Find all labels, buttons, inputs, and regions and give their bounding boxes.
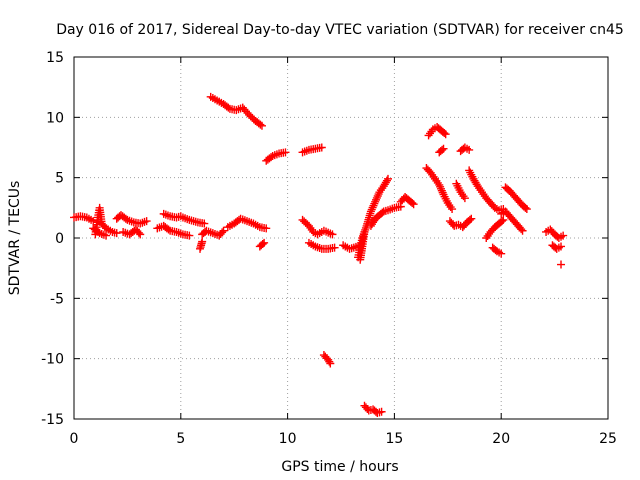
data-point — [134, 228, 143, 237]
x-tick-labels: 0 5 10 15 20 25 — [70, 431, 617, 447]
data-point — [465, 145, 474, 154]
y-tick-label: -10 — [41, 352, 64, 368]
data-point — [467, 214, 476, 223]
data-point — [372, 193, 381, 202]
grid — [74, 57, 608, 419]
data-point — [142, 217, 151, 226]
data-point — [257, 121, 266, 130]
data-point — [438, 188, 447, 197]
data-point — [367, 205, 376, 214]
data-point — [499, 215, 508, 224]
data-point — [330, 243, 339, 252]
data-point — [436, 184, 445, 193]
plot-frame — [73, 56, 609, 420]
data-point — [326, 359, 335, 368]
y-tick-labels: -15 -10 -5 0 5 10 15 — [41, 50, 64, 428]
y-tick-label: -15 — [41, 412, 64, 428]
data-point — [366, 207, 375, 216]
data-point — [437, 186, 446, 195]
data-point — [198, 237, 207, 246]
data-point — [262, 224, 271, 233]
x-axis-label: GPS time / hours — [281, 459, 398, 475]
data-point — [136, 230, 145, 239]
x-tick-label: 5 — [176, 431, 185, 447]
data-point — [281, 148, 290, 157]
x-tick-label: 25 — [599, 431, 617, 447]
data-point — [378, 208, 387, 217]
x-tick-label: 15 — [385, 431, 403, 447]
y-tick-label: 15 — [46, 50, 64, 66]
data-point — [256, 120, 265, 129]
data-point — [559, 231, 568, 240]
data-point — [102, 231, 111, 240]
data-point — [373, 192, 382, 201]
data-point — [383, 174, 392, 183]
data-point — [436, 182, 445, 191]
data-point — [218, 228, 227, 237]
data-point — [200, 219, 209, 228]
data-point — [435, 180, 444, 189]
data-point — [258, 240, 267, 249]
chart-title: Day 016 of 2017, Sidereal Day-to-day VTE… — [56, 22, 624, 38]
data-point — [382, 176, 391, 185]
data-point — [89, 217, 98, 226]
data-point — [370, 199, 379, 208]
data-point — [185, 231, 194, 240]
data-point — [369, 201, 378, 210]
data-point — [438, 145, 447, 154]
y-tick-label: -5 — [50, 291, 64, 307]
data-point — [371, 197, 380, 206]
data-point — [521, 203, 530, 212]
data-point — [377, 407, 386, 416]
y-tick-label: 0 — [55, 231, 64, 247]
y-tick-label: 5 — [55, 171, 64, 187]
data-point — [465, 215, 474, 224]
data-point — [557, 242, 566, 251]
data-point — [164, 225, 173, 234]
data-point — [448, 205, 457, 214]
data-point — [409, 200, 418, 209]
data-point — [518, 226, 527, 235]
data-point — [224, 103, 233, 112]
data-point — [360, 227, 369, 236]
data-point — [368, 203, 377, 212]
data-point — [328, 230, 337, 239]
data-point — [497, 217, 506, 226]
data-point — [522, 205, 531, 214]
data-point — [408, 199, 417, 208]
x-tick-label: 20 — [492, 431, 510, 447]
data-point — [439, 144, 448, 153]
data-point — [260, 238, 269, 247]
data-point — [440, 129, 449, 138]
data-point — [372, 195, 381, 204]
x-tick-label: 0 — [70, 431, 79, 447]
data-point — [460, 194, 469, 203]
x-tick-label: 10 — [279, 431, 297, 447]
data-point — [112, 229, 121, 238]
data-point — [317, 143, 326, 152]
data-point — [441, 130, 450, 139]
data-point — [219, 226, 228, 235]
data-points — [70, 92, 568, 417]
data-point — [517, 225, 526, 234]
y-tick-label: 10 — [46, 110, 64, 126]
y-axis-label: SDTVAR / TECUs — [7, 181, 23, 296]
data-point — [557, 260, 566, 269]
data-point — [497, 249, 506, 258]
data-point — [325, 357, 334, 366]
